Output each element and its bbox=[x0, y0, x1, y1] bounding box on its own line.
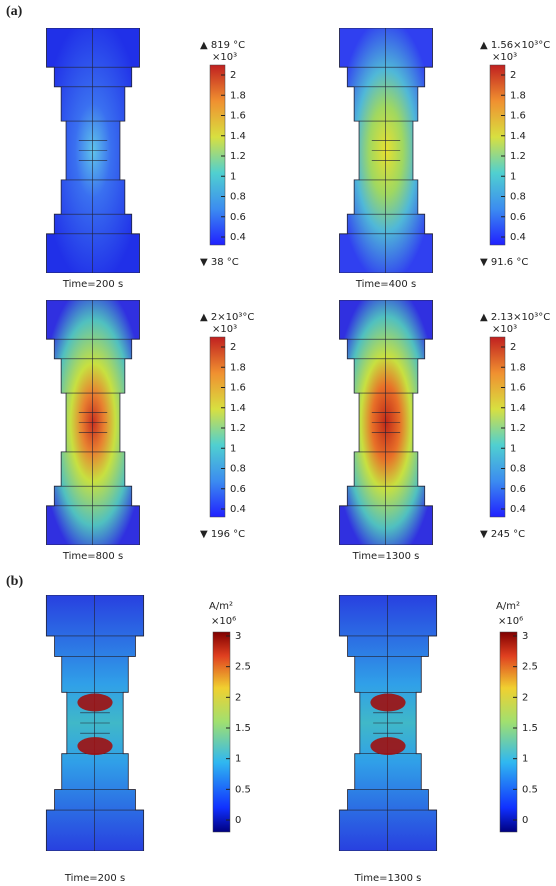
min-label: ▼ 196 °C bbox=[200, 529, 245, 540]
colorbar-tick-label: 1.8 bbox=[230, 90, 246, 101]
colorbar-tick-label: 0.8 bbox=[230, 464, 246, 475]
colorbar-tick-label: 2 bbox=[522, 692, 528, 703]
colorbar-tick-label: 0.4 bbox=[510, 232, 526, 243]
panel-label: (a) bbox=[6, 4, 23, 19]
specimen-image bbox=[339, 28, 433, 273]
min-label: ▼ 91.6 °C bbox=[480, 257, 528, 268]
specimen-image bbox=[46, 28, 140, 273]
colorbar-tick-label: 1.2 bbox=[510, 423, 526, 434]
scale-label: ×10³ bbox=[492, 52, 517, 63]
panel-label: (b) bbox=[6, 574, 23, 589]
colorbar-tick-label: 0 bbox=[522, 815, 528, 826]
colorbar-tick-label: 1.2 bbox=[510, 151, 526, 162]
colorbar-tick-label: 0.6 bbox=[510, 484, 526, 495]
scale-label: ×10³ bbox=[492, 324, 517, 335]
colorbar-tick-label: 1 bbox=[230, 171, 236, 182]
colorbar-tick-label: 0.6 bbox=[230, 212, 246, 223]
colorbar-tick-label: 0.5 bbox=[522, 784, 538, 795]
colorbar-tick-label: 0.5 bbox=[235, 784, 251, 795]
colorbar-tick-label: 1.6 bbox=[510, 383, 526, 394]
colorbar-tick-label: 1.5 bbox=[522, 723, 538, 734]
colorbar bbox=[209, 64, 226, 246]
colorbar-tick-label: 2.5 bbox=[522, 662, 538, 673]
specimen-image bbox=[338, 595, 438, 851]
unit-label: A/m² bbox=[496, 601, 520, 612]
max-label: ▲ 2×10³°C bbox=[200, 312, 254, 323]
scale-label: ×10⁶ bbox=[211, 616, 236, 627]
caption: Time=400 s bbox=[355, 279, 416, 290]
unit-label: A/m² bbox=[209, 601, 233, 612]
colorbar-tick-label: 0.8 bbox=[230, 192, 246, 203]
colorbar-tick-label: 2 bbox=[510, 70, 516, 81]
caption: Time=200 s bbox=[62, 279, 123, 290]
current-hotspot bbox=[77, 693, 113, 712]
colorbar-tick-label: 1.2 bbox=[230, 151, 246, 162]
caption: Time=1300 s bbox=[354, 873, 422, 884]
max-label: ▲ 1.56×10³°C bbox=[480, 40, 550, 51]
colorbar-tick-label: 2 bbox=[235, 692, 241, 703]
colorbar-tick-label: 1.6 bbox=[230, 111, 246, 122]
scale-label: ×10³ bbox=[212, 324, 237, 335]
min-label: ▼ 38 °C bbox=[200, 257, 239, 268]
colorbar-tick-label: 0.4 bbox=[230, 504, 246, 515]
specimen-image bbox=[45, 595, 145, 851]
colorbar-tick-label: 0.6 bbox=[230, 484, 246, 495]
colorbar-tick-label: 0.8 bbox=[510, 464, 526, 475]
colorbar-tick-label: 1.6 bbox=[510, 111, 526, 122]
max-label: ▲ 2.13×10³°C bbox=[480, 312, 550, 323]
colorbar bbox=[212, 631, 231, 833]
colorbar-tick-label: 1.2 bbox=[230, 423, 246, 434]
colorbar-tick-label: 0.8 bbox=[510, 192, 526, 203]
colorbar-tick-label: 1 bbox=[235, 754, 241, 765]
colorbar bbox=[209, 336, 226, 518]
scale-label: ×10⁶ bbox=[498, 616, 523, 627]
current-hotspot bbox=[370, 737, 406, 755]
colorbar bbox=[489, 336, 506, 518]
colorbar-tick-label: 3 bbox=[522, 631, 528, 642]
specimen-image bbox=[46, 300, 140, 545]
colorbar-tick-label: 1 bbox=[230, 443, 236, 454]
colorbar-tick-label: 3 bbox=[235, 631, 241, 642]
colorbar-tick-label: 1.4 bbox=[510, 403, 526, 414]
colorbar-tick-label: 1 bbox=[510, 171, 516, 182]
colorbar-tick-label: 2 bbox=[230, 70, 236, 81]
caption: Time=1300 s bbox=[352, 551, 420, 562]
colorbar-tick-label: 1.8 bbox=[230, 362, 246, 373]
colorbar-tick-label: 1 bbox=[522, 754, 528, 765]
colorbar-tick-label: 0.4 bbox=[510, 504, 526, 515]
current-hotspot bbox=[370, 693, 406, 712]
colorbar-tick-label: 1.8 bbox=[510, 90, 526, 101]
colorbar-tick-label: 0 bbox=[235, 815, 241, 826]
min-label: ▼ 245 °C bbox=[480, 529, 525, 540]
colorbar-tick-label: 0.4 bbox=[230, 232, 246, 243]
caption: Time=800 s bbox=[62, 551, 123, 562]
colorbar-tick-label: 2 bbox=[510, 342, 516, 353]
colorbar bbox=[489, 64, 506, 246]
colorbar-tick-label: 1.4 bbox=[510, 131, 526, 142]
colorbar-tick-label: 1.4 bbox=[230, 403, 246, 414]
colorbar bbox=[499, 631, 518, 833]
specimen-image bbox=[339, 300, 433, 545]
scale-label: ×10³ bbox=[212, 52, 237, 63]
colorbar-tick-label: 1.8 bbox=[510, 362, 526, 373]
colorbar-tick-label: 2 bbox=[230, 342, 236, 353]
current-hotspot bbox=[77, 737, 113, 755]
caption: Time=200 s bbox=[64, 873, 125, 884]
colorbar-tick-label: 2.5 bbox=[235, 662, 251, 673]
colorbar-tick-label: 0.6 bbox=[510, 212, 526, 223]
colorbar-tick-label: 1.6 bbox=[230, 383, 246, 394]
colorbar-tick-label: 1 bbox=[510, 443, 516, 454]
max-label: ▲ 819 °C bbox=[200, 40, 245, 51]
colorbar-tick-label: 1.5 bbox=[235, 723, 251, 734]
colorbar-tick-label: 1.4 bbox=[230, 131, 246, 142]
